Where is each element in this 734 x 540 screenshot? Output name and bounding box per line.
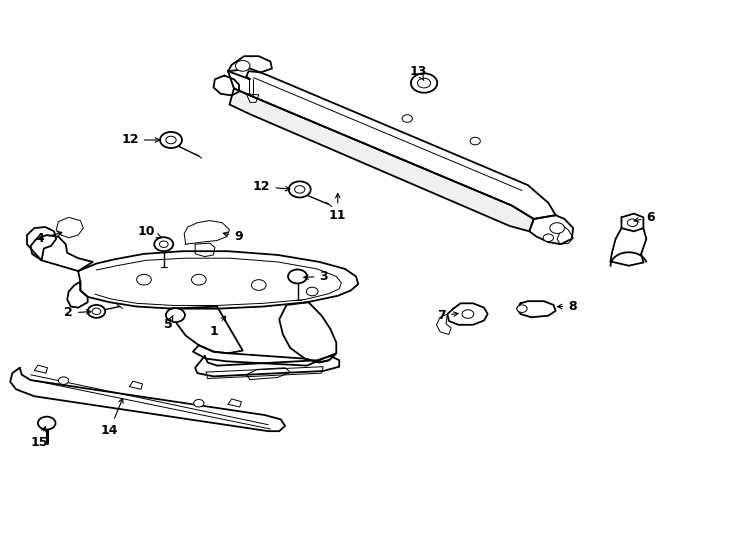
Circle shape bbox=[517, 305, 527, 313]
Text: 2: 2 bbox=[65, 307, 91, 320]
Circle shape bbox=[411, 73, 437, 93]
Polygon shape bbox=[68, 282, 87, 308]
Polygon shape bbox=[437, 314, 451, 334]
Polygon shape bbox=[170, 307, 243, 353]
Text: 4: 4 bbox=[35, 232, 62, 245]
Circle shape bbox=[38, 417, 56, 429]
Polygon shape bbox=[279, 302, 336, 362]
Circle shape bbox=[159, 241, 168, 247]
Polygon shape bbox=[184, 220, 230, 244]
Circle shape bbox=[550, 222, 564, 233]
Text: 10: 10 bbox=[137, 225, 161, 238]
Text: 1: 1 bbox=[209, 316, 225, 338]
Polygon shape bbox=[529, 215, 573, 244]
Text: 12: 12 bbox=[121, 133, 160, 146]
Circle shape bbox=[402, 114, 413, 122]
Circle shape bbox=[462, 310, 473, 319]
Circle shape bbox=[236, 60, 250, 71]
Text: 14: 14 bbox=[101, 399, 123, 437]
Text: 6: 6 bbox=[634, 211, 655, 224]
Polygon shape bbox=[34, 365, 48, 373]
Circle shape bbox=[154, 237, 173, 251]
Circle shape bbox=[166, 136, 176, 144]
Text: 9: 9 bbox=[223, 230, 242, 243]
Polygon shape bbox=[78, 251, 358, 309]
Polygon shape bbox=[31, 235, 92, 271]
Circle shape bbox=[137, 274, 151, 285]
Polygon shape bbox=[517, 301, 556, 318]
Polygon shape bbox=[448, 303, 487, 325]
Polygon shape bbox=[622, 214, 644, 231]
Polygon shape bbox=[557, 226, 573, 244]
Text: 7: 7 bbox=[437, 309, 458, 322]
Polygon shape bbox=[195, 356, 339, 376]
Circle shape bbox=[543, 234, 553, 241]
Circle shape bbox=[194, 400, 204, 407]
Polygon shape bbox=[10, 368, 285, 431]
Polygon shape bbox=[193, 345, 336, 366]
Circle shape bbox=[87, 305, 105, 318]
Circle shape bbox=[418, 78, 431, 88]
Polygon shape bbox=[228, 69, 556, 219]
Circle shape bbox=[288, 269, 307, 284]
Circle shape bbox=[92, 308, 101, 315]
Polygon shape bbox=[214, 76, 239, 96]
Text: 5: 5 bbox=[164, 315, 173, 332]
Circle shape bbox=[160, 132, 182, 148]
Polygon shape bbox=[247, 368, 290, 380]
Text: 11: 11 bbox=[329, 193, 346, 222]
Text: 13: 13 bbox=[410, 65, 427, 80]
Text: 15: 15 bbox=[31, 427, 48, 449]
Circle shape bbox=[288, 181, 310, 198]
Polygon shape bbox=[57, 218, 83, 238]
Circle shape bbox=[306, 287, 318, 296]
Polygon shape bbox=[247, 94, 259, 103]
Circle shape bbox=[166, 308, 185, 322]
Text: 12: 12 bbox=[253, 180, 290, 193]
Circle shape bbox=[59, 377, 69, 384]
Polygon shape bbox=[206, 367, 323, 379]
Circle shape bbox=[470, 137, 480, 145]
Text: 3: 3 bbox=[304, 270, 328, 283]
Circle shape bbox=[252, 280, 266, 291]
Polygon shape bbox=[27, 227, 57, 260]
Polygon shape bbox=[129, 381, 142, 389]
Polygon shape bbox=[195, 243, 215, 256]
Polygon shape bbox=[228, 399, 241, 407]
Circle shape bbox=[192, 274, 206, 285]
Circle shape bbox=[628, 219, 638, 226]
Text: 8: 8 bbox=[558, 300, 577, 313]
Polygon shape bbox=[230, 89, 534, 231]
Polygon shape bbox=[228, 56, 272, 79]
Circle shape bbox=[294, 186, 305, 193]
